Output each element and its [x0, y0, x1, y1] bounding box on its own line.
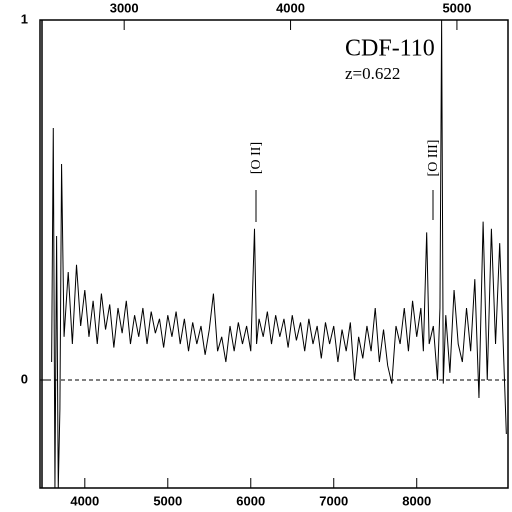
x2-tick-label: 3000 — [110, 0, 139, 15]
plot-frame — [39, 19, 509, 489]
x-tick-label: 8000 — [402, 493, 431, 508]
y-tick-label: 0 — [21, 371, 28, 386]
line-annotation: [O III] — [426, 140, 441, 177]
line-annotation: [O II] — [249, 142, 264, 174]
x-tick-label: 5000 — [153, 493, 182, 508]
x2-tick-label: 4000 — [276, 0, 305, 15]
spectrum-line — [51, 20, 507, 488]
x2-tick-label: 5000 — [442, 0, 471, 15]
x-tick-label: 4000 — [70, 493, 99, 508]
chart-title: CDF-110 — [345, 36, 435, 62]
chart-subtitle: z=0.622 — [345, 64, 400, 83]
y-tick-label: 1 — [21, 11, 28, 26]
x-tick-label: 7000 — [319, 493, 348, 508]
x-tick-label: 6000 — [236, 493, 265, 508]
